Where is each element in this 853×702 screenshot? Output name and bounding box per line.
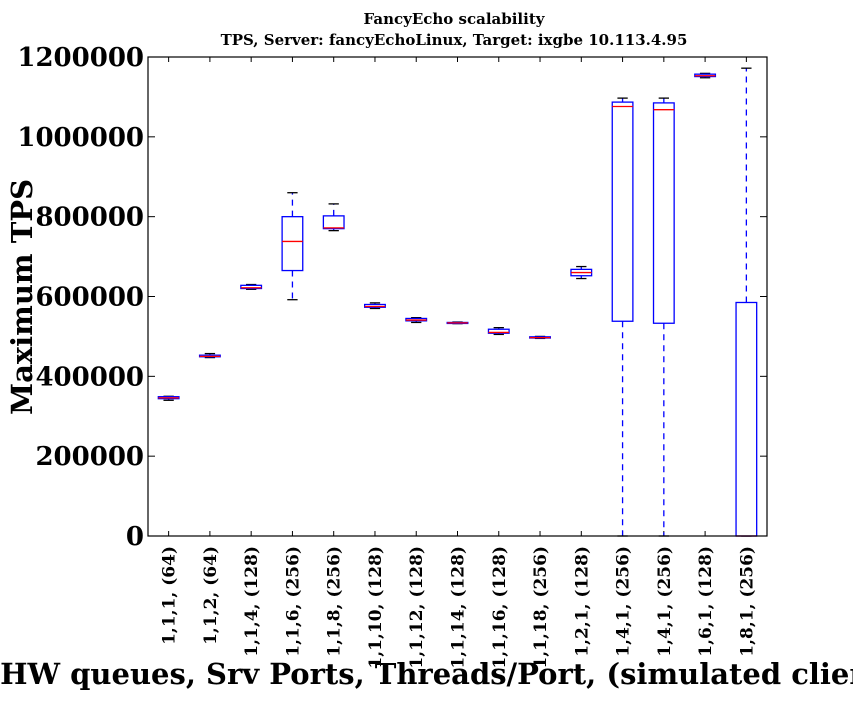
- x-tick-label: 1,1,4, (128): [242, 546, 262, 657]
- y-axis-label: Maximum TPS: [5, 179, 39, 415]
- y-tick-label: 600000: [35, 283, 144, 313]
- box: [652, 102, 675, 324]
- box: [240, 284, 263, 290]
- box: [281, 216, 304, 272]
- plot-area: 0 200000 400000 600000 800000 1000000 1200000 1…: [17, 43, 767, 669]
- x-tick-label: 1,1,14, (128): [449, 546, 469, 669]
- x-tick-label: 1,1,10, (128): [366, 546, 386, 669]
- x-tick-label: 1,6,1, (128): [696, 546, 716, 657]
- x-axis-label: HW queues, Srv Ports, Threads/Port, (sim…: [0, 657, 853, 691]
- chart-subtitle: TPS, Server: fancyEchoLinux, Target: ixg…: [221, 31, 688, 49]
- x-tick-label: 1,1,2, (64): [201, 546, 221, 645]
- box: [735, 301, 758, 537]
- x-tick-label: 1,4,1, (256): [655, 546, 675, 657]
- x-tick-label: 1,1,8, (256): [325, 546, 345, 657]
- x-tick-label: 1,2,1, (128): [572, 546, 592, 657]
- box: [487, 328, 510, 334]
- plot-frame: [147, 56, 768, 537]
- x-tick-label: 1,1,16, (128): [490, 546, 510, 669]
- box: [611, 101, 634, 322]
- y-tick-label: 800000: [35, 203, 144, 233]
- x-tick-label: 1,1,18, (256): [531, 546, 551, 669]
- x-tick-label: 1,1,1, (64): [160, 546, 180, 645]
- chart-title: FancyEcho scalability: [364, 10, 546, 28]
- x-tick-label: 1,1,12, (128): [407, 546, 427, 669]
- x-tick-label: 1,8,1, (256): [737, 546, 757, 657]
- y-tick-label: 200000: [35, 442, 144, 472]
- x-tick-label: 1,1,6, (256): [283, 546, 303, 657]
- y-tick-label: 1000000: [17, 123, 144, 153]
- x-tick-label: 1,4,1, (256): [614, 546, 634, 657]
- y-tick-label: 0: [126, 522, 144, 552]
- box: [322, 215, 345, 230]
- y-tick-label: 1200000: [17, 43, 144, 73]
- y-tick-label: 400000: [35, 362, 144, 392]
